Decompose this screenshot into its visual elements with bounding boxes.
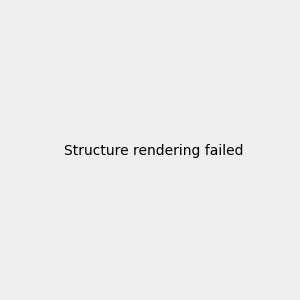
Text: Structure rendering failed: Structure rendering failed: [64, 145, 244, 158]
